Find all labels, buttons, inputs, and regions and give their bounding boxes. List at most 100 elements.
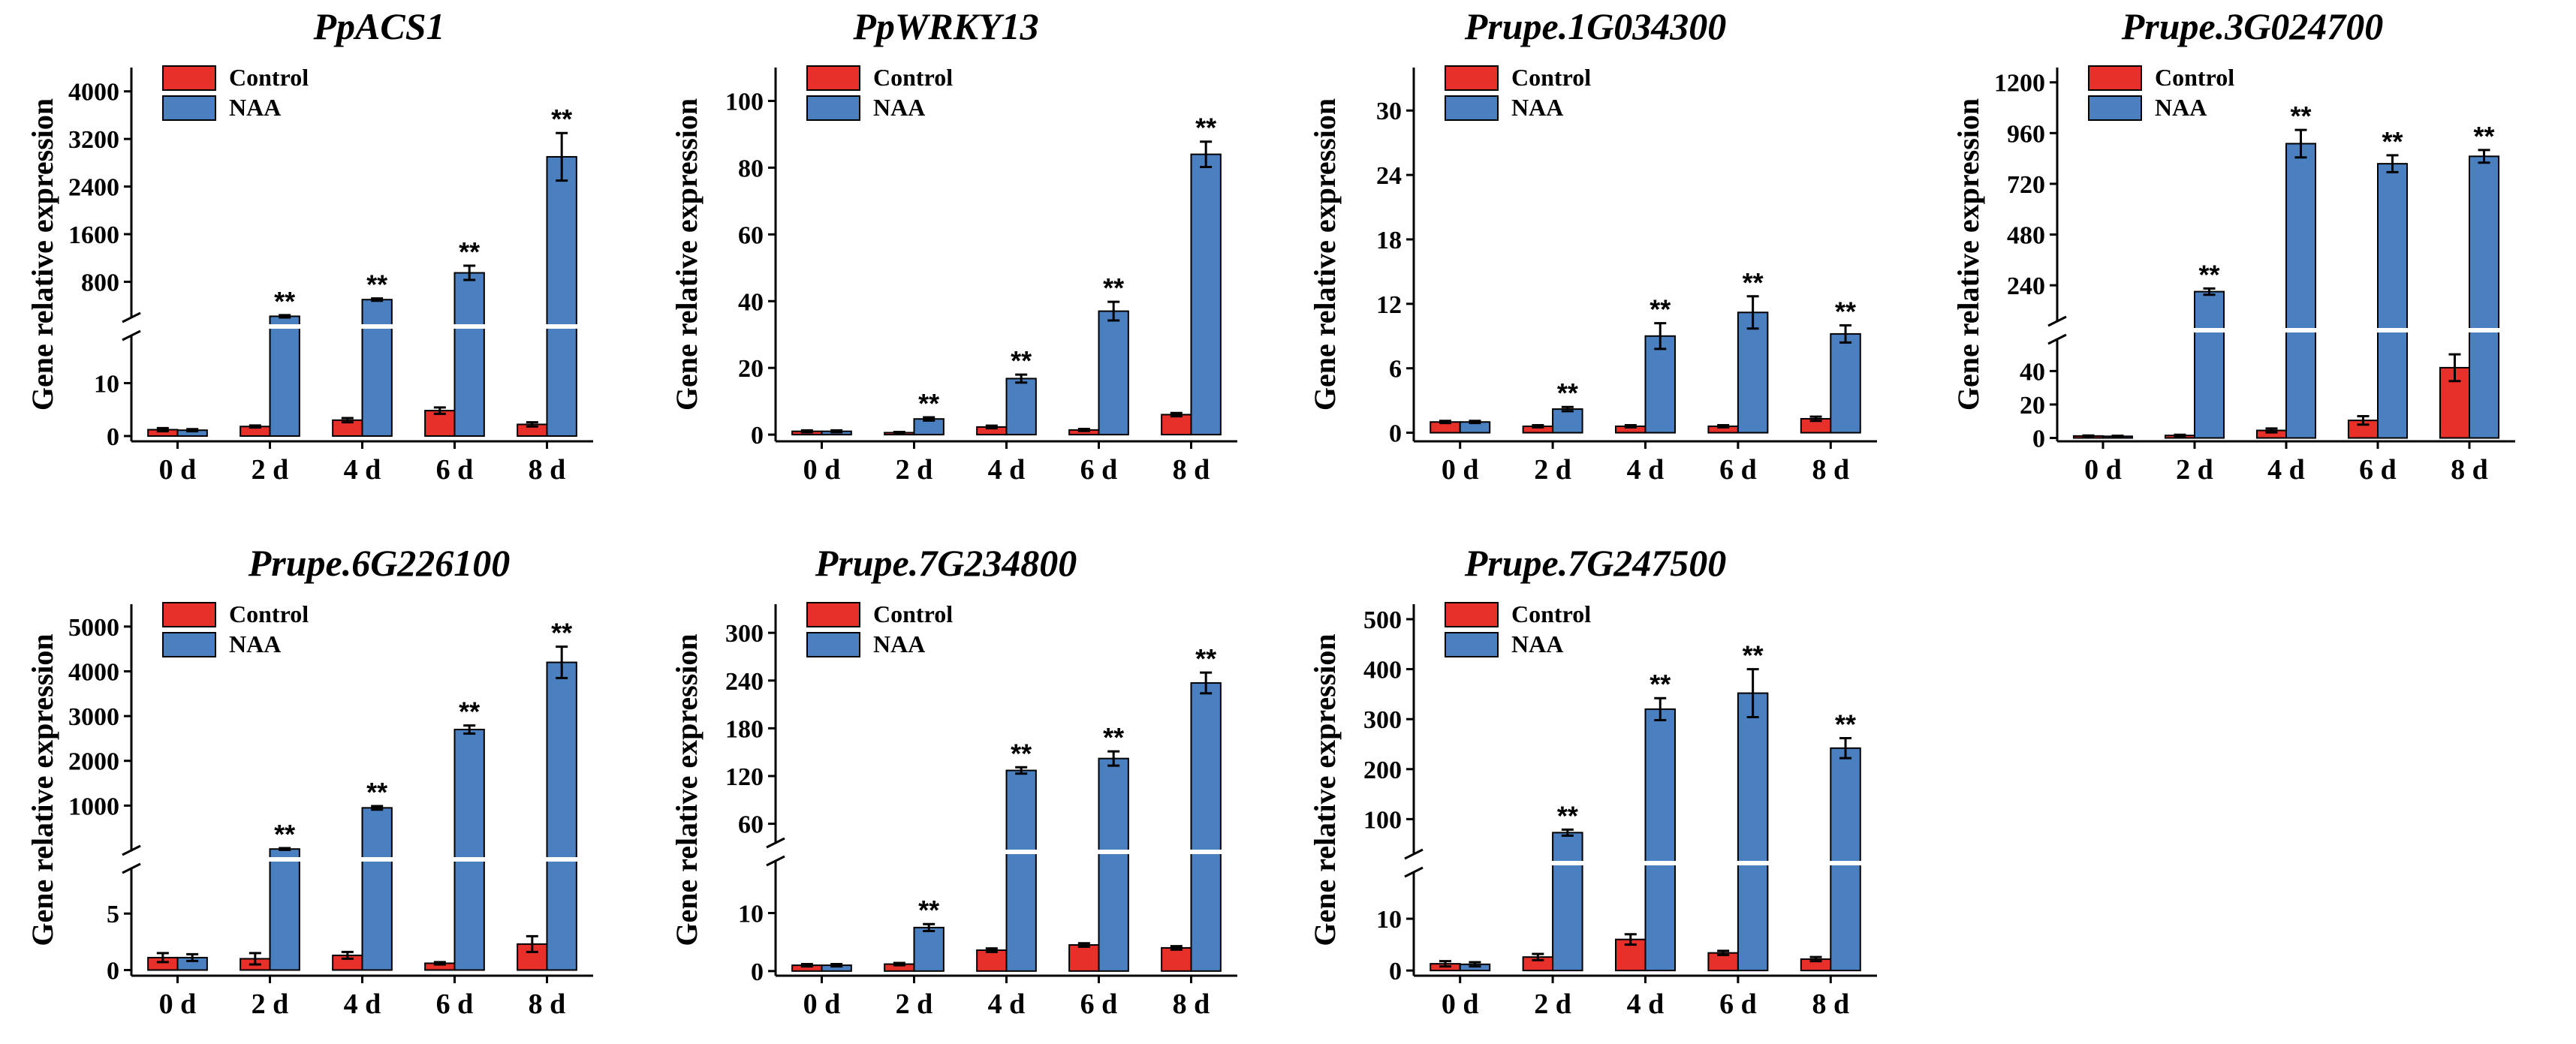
axis-break-mark [122, 311, 141, 323]
legend-label: NAA [2155, 94, 2207, 121]
bar-naa [2377, 163, 2409, 439]
bar-naa [913, 926, 945, 972]
panel-title: Prupe.3G024700 [2121, 5, 2384, 47]
x-tick-label: 6 d [1719, 988, 1757, 1020]
significance-marker: ** [1103, 272, 1124, 303]
significance-marker: ** [1835, 296, 1856, 326]
y-tick-label: 0 [751, 422, 764, 450]
x-tick-label: 6 d [436, 454, 474, 486]
bar-naa [1098, 310, 1129, 436]
y-tick-label: 0 [1389, 420, 1402, 448]
legend-label: Control [1511, 600, 1591, 627]
x-tick-label: 8 d [1173, 454, 1210, 486]
y-tick-label: 12 [1376, 291, 1402, 319]
y-tick-label: 960 [2007, 120, 2045, 148]
x-tick-label: 6 d [1719, 454, 1757, 486]
axis-break-mark [2047, 333, 2067, 345]
panel-PpACS1: PpACS1 Gene relative expression 0 10 800 1600… [26, 5, 593, 486]
x-tick-label: 2 d [2176, 454, 2213, 486]
significance-marker: ** [1557, 378, 1578, 408]
legend-swatch-naa [1445, 632, 1499, 657]
y-tick-label: 240 [725, 668, 764, 696]
axis-break-gap [134, 324, 593, 329]
legend-swatch-naa [162, 632, 216, 657]
y-tick-label: 0 [751, 958, 764, 986]
panel-title: Prupe.7G247500 [1464, 542, 1727, 584]
y-axis-label: Gene relative expression [670, 633, 704, 946]
y-tick-label: 5 [107, 901, 119, 928]
bar-naa [1644, 335, 1676, 434]
bar-naa [361, 299, 393, 437]
y-tick-label: 6 [1389, 356, 1402, 384]
significance-marker: ** [1011, 738, 1032, 769]
bar-control [1161, 414, 1192, 436]
legend-label: Control [229, 600, 309, 627]
bar-control [1068, 944, 1100, 972]
y-tick-label: 3200 [68, 126, 119, 154]
y-tick-label: 480 [2007, 222, 2045, 250]
legend-label: NAA [229, 94, 281, 121]
bar-naa [269, 848, 300, 971]
legend-swatch-naa [806, 632, 860, 657]
significance-marker: ** [1103, 722, 1124, 753]
significance-marker: ** [274, 819, 295, 850]
y-tick-label: 800 [81, 269, 119, 296]
bar-naa [2469, 155, 2500, 439]
axis-break-mark [122, 844, 141, 856]
legend-swatch-control [162, 602, 216, 627]
significance-marker: ** [1195, 643, 1216, 674]
significance-marker: ** [1650, 294, 1671, 325]
x-tick-label: 4 d [344, 988, 381, 1020]
bar-naa [2285, 143, 2317, 439]
significance-marker: ** [2199, 259, 2220, 290]
legend-swatch-naa [1445, 95, 1499, 121]
bar-naa [546, 155, 577, 437]
y-tick-label: 300 [725, 620, 764, 648]
y-tick-label: 2000 [68, 748, 119, 776]
bar-naa [1005, 769, 1037, 972]
y-tick-label: 60 [738, 811, 764, 839]
y-tick-label: 24 [1376, 162, 1402, 190]
legend-swatch-control [2088, 65, 2142, 91]
bar-naa [1190, 681, 1222, 972]
x-tick-label: 0 d [1442, 454, 1479, 486]
significance-marker: ** [1557, 800, 1578, 831]
axis-break-mark [122, 329, 141, 341]
y-tick-label: 60 [738, 221, 764, 249]
x-tick-label: 6 d [2359, 454, 2397, 486]
y-tick-label: 120 [725, 763, 764, 791]
x-tick-label: 4 d [988, 454, 1026, 486]
y-tick-label: 80 [738, 155, 764, 182]
bar-naa [2194, 290, 2225, 439]
significance-marker: ** [366, 269, 387, 300]
x-tick-label: 2 d [252, 988, 289, 1020]
y-tick-label: 0 [2032, 426, 2045, 453]
y-tick-label: 240 [2007, 272, 2045, 300]
x-tick-label: 6 d [436, 988, 474, 1020]
panel-title: Prupe.7G234800 [815, 542, 1077, 584]
x-tick-label: 4 d [344, 454, 381, 486]
x-tick-label: 2 d [1534, 988, 1571, 1020]
panel-Prupe.7G234800: Prupe.7G234800 Gene relative expression 0 1… [670, 542, 1237, 1020]
panel-Prupe.7G247500: Prupe.7G247500 Gene relative expression 0 1… [1308, 542, 1877, 1020]
bar-naa [1737, 311, 1769, 434]
bar-naa [1005, 378, 1037, 436]
panel-title: PpWRKY13 [852, 5, 1038, 47]
bar-naa [1552, 408, 1583, 434]
y-tick-label: 40 [738, 288, 764, 316]
y-tick-label: 1200 [1994, 70, 2045, 98]
panel-title: PpACS1 [312, 5, 444, 47]
bar-naa [1190, 153, 1222, 436]
y-tick-label: 300 [1363, 706, 1402, 734]
axis-break-mark [1404, 866, 1424, 878]
x-tick-label: 6 d [1080, 988, 1118, 1020]
legend-label: NAA [873, 630, 925, 657]
y-tick-label: 18 [1376, 227, 1402, 254]
y-tick-label: 0 [1389, 958, 1402, 985]
y-tick-label: 100 [1363, 806, 1402, 834]
legend-swatch-naa [806, 95, 860, 121]
x-tick-label: 8 d [1173, 988, 1210, 1020]
legend-swatch-control [806, 65, 860, 91]
x-tick-label: 8 d [1812, 988, 1849, 1020]
